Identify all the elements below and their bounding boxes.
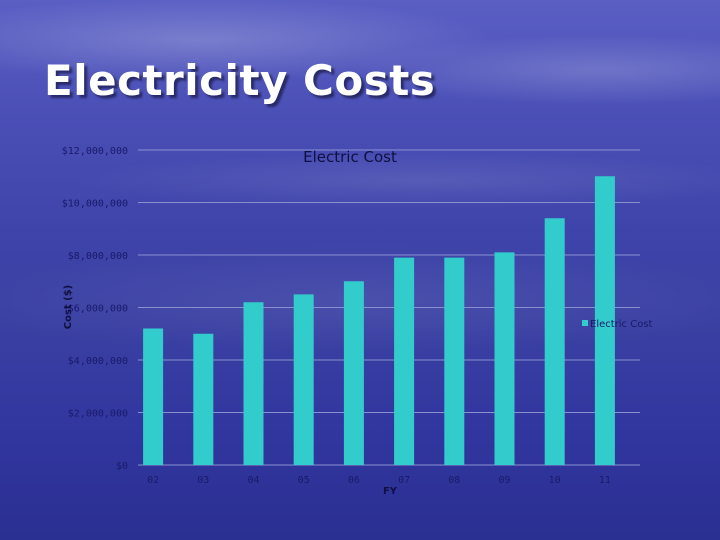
- y-tick-label: $12,000,000: [62, 146, 128, 157]
- legend: Electric Cost: [582, 319, 653, 330]
- x-tick-label: 07: [398, 475, 410, 486]
- x-tick-label: 10: [549, 475, 561, 486]
- x-tick-label: 09: [498, 475, 510, 486]
- legend-swatch: [582, 320, 588, 326]
- x-tick-label: 11: [599, 475, 611, 486]
- y-tick-label: $4,000,000: [68, 356, 128, 367]
- bar: [243, 302, 264, 465]
- gridlines: [138, 149, 640, 466]
- x-axis-title: FY: [383, 486, 398, 497]
- bar: [343, 281, 364, 465]
- x-tick-label: 02: [147, 475, 159, 486]
- y-tick-label: $0: [116, 461, 128, 472]
- slide-title: Electricity Costs: [44, 56, 436, 105]
- bar: [143, 328, 164, 465]
- x-tick-label: 06: [348, 475, 360, 486]
- y-tick-label: $2,000,000: [68, 409, 128, 420]
- bar: [394, 257, 415, 465]
- bar: [293, 294, 314, 465]
- y-axis-title: Cost ($): [63, 285, 74, 330]
- bars: [143, 176, 615, 465]
- bar: [494, 252, 515, 465]
- x-tick-labels: 02 03 04 05 06 07 08 09 10 11: [147, 475, 611, 486]
- y-tick-label: $10,000,000: [62, 199, 128, 210]
- legend-label: Electric Cost: [590, 319, 653, 330]
- bar: [594, 176, 615, 465]
- y-tick-label: $8,000,000: [68, 251, 128, 262]
- bar: [544, 218, 565, 465]
- y-tick-label: $6,000,000: [68, 304, 128, 315]
- x-tick-label: 08: [448, 475, 460, 486]
- bar: [444, 257, 465, 465]
- x-tick-label: 03: [197, 475, 209, 486]
- y-tick-labels: $0 $2,000,000 $4,000,000 $6,000,000 $8,000,0…: [62, 146, 128, 472]
- x-tick-label: 04: [247, 475, 259, 486]
- x-tick-label: 05: [298, 475, 310, 486]
- chart-title: Electric Cost: [303, 148, 397, 166]
- bar: [193, 333, 214, 465]
